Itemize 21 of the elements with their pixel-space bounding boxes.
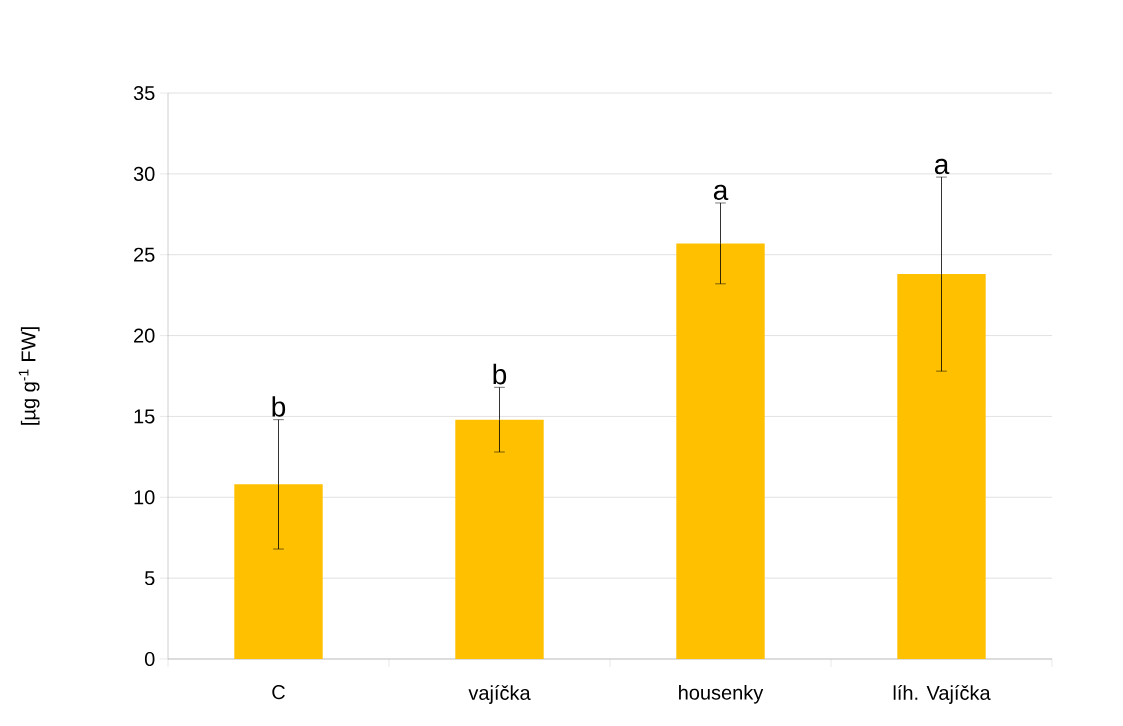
y-tick-label: 10	[134, 490, 155, 505]
bar	[455, 419, 544, 659]
y-tick-label: 0	[144, 651, 155, 667]
y-tick-label: 25	[134, 247, 155, 262]
y-tick-label: 30	[133, 166, 155, 181]
bar	[897, 274, 986, 659]
annotation: a	[713, 184, 729, 201]
bar	[234, 484, 323, 659]
x-tick-label: líh. Vajíčka	[893, 685, 991, 704]
annotation: b	[493, 363, 507, 385]
annotation: a	[934, 158, 950, 175]
annotation: b	[272, 396, 286, 417]
y-tick-label: 20	[134, 328, 155, 343]
x-tick-label: C	[272, 685, 285, 700]
y-tick-label: 35	[133, 85, 155, 101]
x-tick-label: housenky	[679, 685, 764, 704]
x-tick-label: vajíčka	[468, 685, 531, 704]
y-tick-label: 5	[144, 571, 155, 586]
y-tick-label: 15	[134, 409, 155, 424]
y-axis-title: [µg g$^{-1}$ FW]	[18, 327, 40, 425]
bar	[676, 243, 765, 659]
